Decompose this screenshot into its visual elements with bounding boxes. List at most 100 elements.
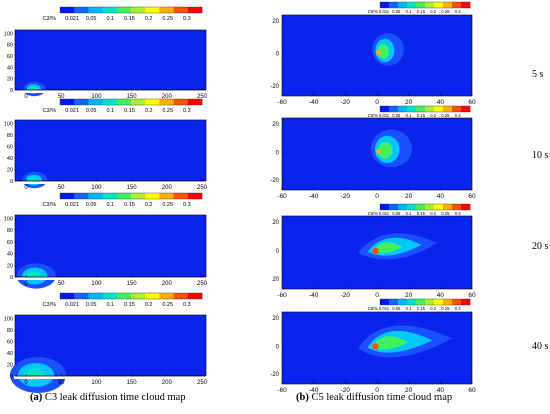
colorbar-swatch [102,99,118,105]
colorbar-tick-label: 0.15 [417,9,426,14]
colorbar-tick-label: 0.05 [392,113,401,118]
colorbar-swatch [389,2,399,8]
plume-core [378,141,393,159]
y-tick-label: -20 [270,178,279,184]
y-tick-label: 20 [272,122,279,128]
colorbar-swatch [461,106,471,112]
colorbar-swatch [416,299,426,305]
colorbar-tick-label: 0.3 [455,9,461,14]
plume-hotspot [376,148,381,155]
y-tick-label: 20 [272,220,279,226]
x-tick-label: 20 [405,292,413,299]
colorbar-swatch [380,204,390,210]
x-tick-label: 200 [162,281,173,287]
colorbar-swatch [187,7,203,13]
colorbar-swatch [131,293,146,299]
colorbar-tick-label: 0.1 [106,16,114,22]
mask [14,181,207,184]
x-tick-label: 150 [127,94,138,100]
colorbar-frame [379,105,471,113]
y-tick-label: 100 [4,217,13,223]
plume-hotspot [376,49,381,56]
x-tick-label: 40 [437,193,445,200]
y-tick-label: 20 [7,263,13,269]
plume-hotspot [372,247,379,255]
colorbar-swatch [407,2,417,8]
colorbar-label: C5/% [368,113,379,118]
colorbar-swatch [425,2,435,8]
x-tick-label: 200 [162,185,173,191]
colorbar-swatch [60,99,75,105]
colorbar-tick-label: 0.1 [406,306,412,311]
y-tick-label: 40 [7,252,13,258]
colorbar-swatch [380,2,390,8]
colorbar-tick-label: 0.2 [430,306,436,311]
colorbar-tick-label: 0.3 [455,113,461,118]
colorbar-swatch [389,204,399,210]
colorbar-tick-label: 0.15 [124,16,135,22]
colorbar-swatch [398,2,408,8]
x-tick-label: 100 [91,185,102,191]
colorbar-swatch [102,7,118,13]
y-tick-label: 0 [276,344,280,350]
x-tick-label: -20 [341,292,351,299]
x-tick-label: 0 [375,292,379,299]
colorbar-swatch [443,2,453,8]
x-tick-label: -40 [309,193,319,200]
colorbar-tick-label: 0.011 [379,113,390,118]
colorbar-swatch [74,293,89,299]
x-tick-label: 100 [91,380,102,386]
colorbar-tick-label: 0.2 [145,16,153,22]
colorbar-swatch [187,193,203,199]
colorbar-swatch [389,299,399,305]
x-tick-label: 20 [405,193,413,200]
colorbar-swatch [416,2,426,8]
colorbar-tick-label: 0.05 [86,16,97,22]
colorbar-tick-label: 0.15 [417,211,426,216]
colorbar-label: C3/% [43,302,57,308]
y-tick-label: 60 [7,240,13,246]
colorbar-swatch [187,99,203,105]
colorbar-swatch [389,106,399,112]
colorbar-swatch [88,99,103,105]
x-tick-label: 250 [197,185,208,191]
x-tick-label: 0 [24,185,28,191]
colorbar-tick-label: 0.25 [162,108,173,114]
colorbar-swatch [443,299,453,305]
x-tick-label: -60 [277,292,287,299]
colorbar-swatch [434,299,444,305]
colorbar-swatch [74,7,89,13]
colorbar-tick-label: 0.05 [392,306,401,311]
colorbar-swatch [159,99,174,105]
colorbar-tick-label: 0.1 [106,202,114,208]
colorbar-label: C5/% [368,211,379,216]
x-tick-label: 0 [24,380,28,386]
plume-core [372,242,403,254]
colorbar-swatch [425,299,435,305]
colorbar-tick-label: 0.15 [417,306,426,311]
colorbar-label: C3/% [43,108,57,114]
y-tick-label: 0 [10,179,13,185]
colorbar-frame [59,98,203,106]
colorbar-swatch [380,299,390,305]
x-tick-label: -40 [309,292,319,299]
x-tick-label: 200 [162,94,173,100]
colorbar-tick-label: 0.021 [65,16,79,22]
colorbar-tick-label: 0.05 [86,202,97,208]
x-tick-label: -20 [341,387,351,394]
x-tick-label: -40 [309,387,319,394]
colorbar-tick-label: 0.011 [379,211,390,216]
mask [14,376,207,379]
x-tick-label: 60 [468,193,476,200]
colorbar-tick-label: 0.25 [441,306,450,311]
colorbar-swatch [88,293,103,299]
y-tick-label: 80 [7,43,13,49]
colorbar-swatch [116,7,132,13]
colorbar-tick-label: 0.021 [65,108,79,114]
x-tick-label: 50 [58,281,65,287]
colorbar-swatch [173,99,189,105]
y-tick-label: 80 [7,228,13,234]
colorbar-tick-label: 0.2 [145,202,153,208]
caption-right: (b) C5 leak diffusion time cloud map [296,392,452,403]
